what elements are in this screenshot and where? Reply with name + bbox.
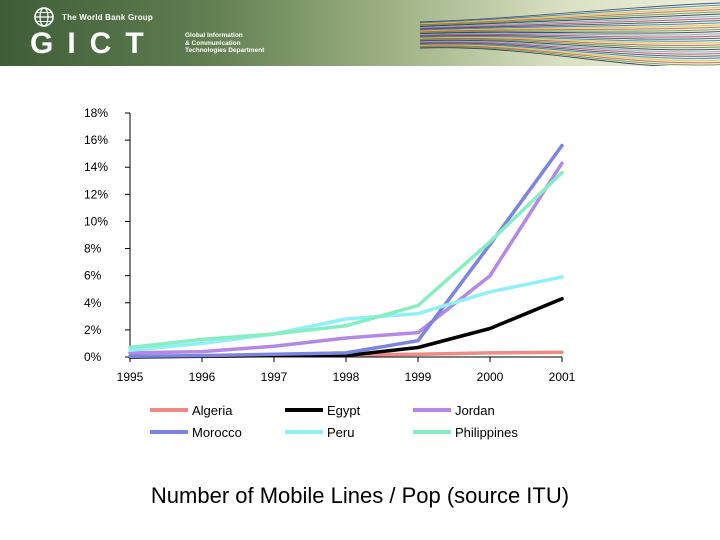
fiber-strand xyxy=(420,11,720,27)
x-axis: 1995 1996 1997 1998 1999 2000 2001 xyxy=(117,356,576,384)
fiber-strand xyxy=(420,28,720,34)
fiber-cable-graphic xyxy=(420,2,720,66)
legend-item: Peru xyxy=(285,425,354,440)
fiber-strand xyxy=(420,43,720,59)
x-tick-label: 1996 xyxy=(189,370,216,384)
fiber-strand xyxy=(420,15,720,28)
globe-icon xyxy=(34,7,54,27)
fiber-strand xyxy=(420,24,720,32)
legend-item: Algeria xyxy=(150,403,233,418)
series-line-peru xyxy=(128,275,564,352)
fiber-strand xyxy=(420,40,720,53)
x-tick-label: 2001 xyxy=(549,370,576,384)
fiber-strand xyxy=(420,31,720,35)
y-tick-label: 6% xyxy=(84,269,102,283)
fiber-strand xyxy=(420,22,720,31)
fiber-strand xyxy=(420,6,720,25)
y-tick-label: 4% xyxy=(84,296,102,310)
fiber-strand xyxy=(420,2,720,23)
fiber-strand xyxy=(420,38,720,49)
fiber-strand xyxy=(420,42,720,57)
x-tick-label: 1998 xyxy=(333,370,360,384)
legend-label: Jordan xyxy=(455,403,495,418)
y-tick-label: 16% xyxy=(84,133,108,147)
fiber-strand xyxy=(420,45,720,64)
mobile-lines-chart: 0%2%4%6%8%10%12%14%16%18% 1995 1996 1997 19… xyxy=(84,106,576,440)
x-tick-label: 1995 xyxy=(117,370,144,384)
fiber-strand xyxy=(420,35,720,42)
legend-item: Morocco xyxy=(150,425,242,440)
y-tick-label: 14% xyxy=(84,160,108,174)
y-tick-label: 12% xyxy=(84,187,108,201)
fiber-strand xyxy=(420,33,720,38)
fiber-strand xyxy=(420,46,720,66)
organization-row: The World Bank Group xyxy=(34,7,153,27)
department-line: Global Information xyxy=(185,32,243,39)
y-tick-label: 10% xyxy=(84,214,108,228)
x-tick-label: 1999 xyxy=(405,370,432,384)
fiber-strand xyxy=(420,17,720,29)
fiber-strand xyxy=(420,39,720,51)
fiber-strand xyxy=(420,44,720,62)
department-name: Global Information & Communication Techn… xyxy=(185,32,264,55)
fiber-strand xyxy=(420,36,720,44)
header-banner: The World Bank Group GICT Global Informa… xyxy=(0,0,720,66)
y-axis: 0% 2% 4% 6% 8% 10% 12% 14% 16% 18% xyxy=(84,106,131,364)
fiber-strand xyxy=(420,41,720,55)
fiber-strand xyxy=(420,32,720,36)
legend-label: Peru xyxy=(327,425,354,440)
y-tick-label: 18% xyxy=(84,106,108,120)
y-tick-label: 0% xyxy=(84,350,102,364)
legend-item: Philippines xyxy=(413,425,518,440)
department-line: & Communication xyxy=(185,39,241,47)
fiber-strand xyxy=(420,37,720,46)
fiber-strand xyxy=(420,13,720,27)
series-line-jordan xyxy=(128,161,564,355)
legend-label: Philippines xyxy=(455,425,518,440)
x-tick-label: 2000 xyxy=(477,370,504,384)
legend: Algeria Egypt Jordan Morocco Peru Philippines xyxy=(150,403,518,440)
legend-label: Egypt xyxy=(327,403,361,418)
series-line-morocco xyxy=(128,143,564,359)
department-acronym: GICT xyxy=(30,27,158,60)
series-line-philippines xyxy=(128,170,564,350)
legend-label: Morocco xyxy=(192,425,242,440)
legend-item: Jordan xyxy=(413,403,495,418)
chart-caption: Number of Mobile Lines / Pop (source ITU… xyxy=(150,483,570,508)
fiber-strand xyxy=(420,26,720,33)
y-tick-label: 8% xyxy=(84,242,102,256)
fiber-strand xyxy=(420,9,720,26)
fiber-strand xyxy=(420,47,670,66)
department-line: Technologies Department xyxy=(185,47,265,54)
fiber-strand xyxy=(420,20,720,30)
legend-label: Algeria xyxy=(192,403,233,418)
series-line-egypt xyxy=(128,296,564,359)
series-layer xyxy=(128,143,564,359)
legend-item: Egypt xyxy=(285,403,361,418)
y-tick-label: 2% xyxy=(84,323,102,337)
fiber-strand xyxy=(420,34,720,40)
fiber-strand xyxy=(420,4,720,24)
organization-name: The World Bank Group xyxy=(62,12,153,22)
x-tick-label: 1997 xyxy=(261,370,288,384)
